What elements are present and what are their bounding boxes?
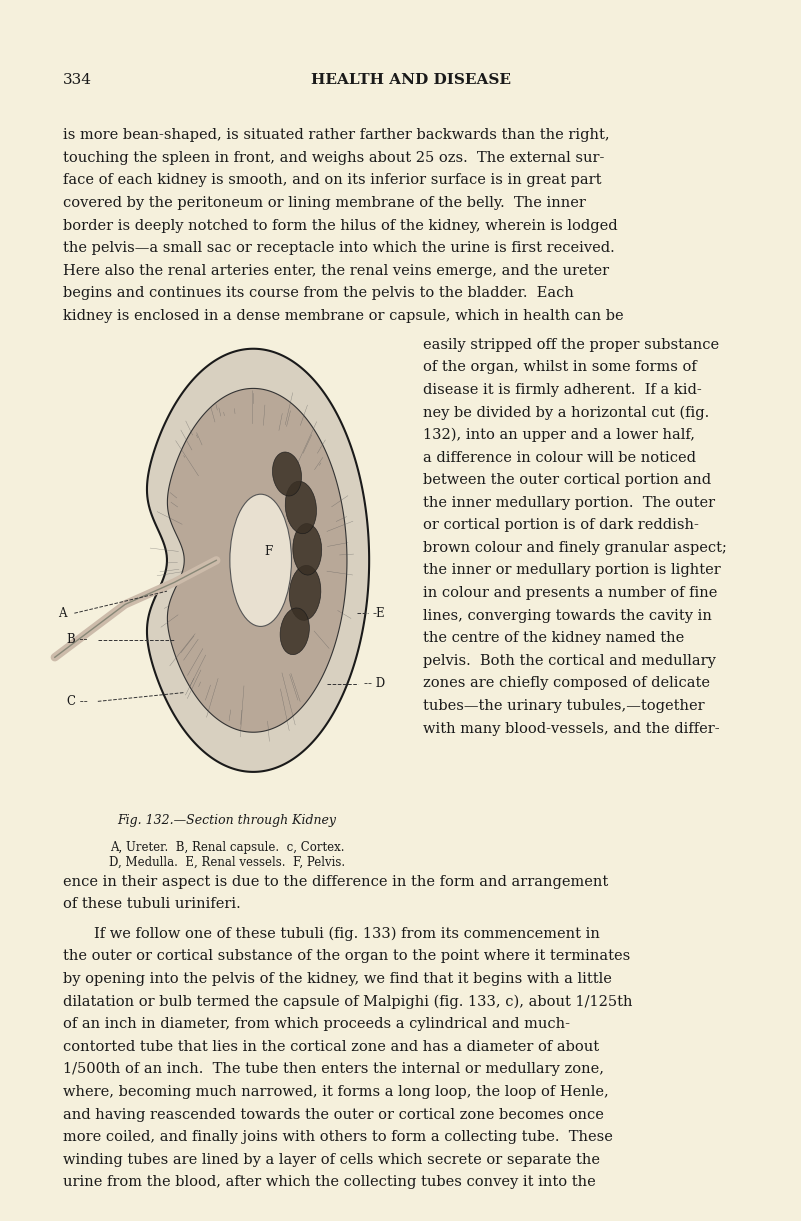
Text: easily stripped off the proper substance: easily stripped off the proper substance: [423, 337, 718, 352]
Text: Here also the renal arteries enter, the renal veins emerge, and the ureter: Here also the renal arteries enter, the …: [62, 264, 609, 277]
Text: more coiled, and finally joins with others to form a collecting tube.  These: more coiled, and finally joins with othe…: [62, 1131, 613, 1144]
Text: the inner or medullary portion is lighter: the inner or medullary portion is lighte…: [423, 563, 720, 578]
Text: touching the spleen in front, and weighs about 25 ozs.  The external sur-: touching the spleen in front, and weighs…: [62, 151, 604, 165]
Text: the centre of the kidney named the: the centre of the kidney named the: [423, 631, 684, 645]
Text: the pelvis—a small sac or receptacle into which the urine is first received.: the pelvis—a small sac or receptacle int…: [62, 241, 614, 255]
Text: border is deeply notched to form the hilus of the kidney, wherein is lodged: border is deeply notched to form the hil…: [62, 219, 618, 232]
Polygon shape: [167, 388, 347, 733]
Text: the outer or cortical substance of the organ to the point where it terminates: the outer or cortical substance of the o…: [62, 950, 630, 963]
Polygon shape: [147, 349, 369, 772]
Text: disease it is firmly adherent.  If a kid-: disease it is firmly adherent. If a kid-: [423, 382, 702, 397]
Text: If we follow one of these tubuli (fig. 133) from its commencement in: If we follow one of these tubuli (fig. 1…: [94, 927, 600, 941]
Text: F: F: [264, 545, 272, 558]
Text: dilatation or bulb termed the capsule of Malpighi (fig. 133, c), about 1/125th: dilatation or bulb termed the capsule of…: [62, 995, 632, 1009]
Text: 132), into an upper and a lower half,: 132), into an upper and a lower half,: [423, 427, 694, 442]
Ellipse shape: [285, 481, 316, 534]
Text: -- D: -- D: [364, 678, 384, 690]
Text: the inner medullary portion.  The outer: the inner medullary portion. The outer: [423, 496, 714, 509]
Text: of these tubuli uriniferi.: of these tubuli uriniferi.: [62, 897, 240, 911]
Text: ney be divided by a horizontal cut (fig.: ney be divided by a horizontal cut (fig.: [423, 405, 709, 420]
Ellipse shape: [289, 565, 321, 620]
Text: by opening into the pelvis of the kidney, we find that it begins with a little: by opening into the pelvis of the kidney…: [62, 972, 611, 987]
Text: between the outer cortical portion and: between the outer cortical portion and: [423, 473, 710, 487]
Text: face of each kidney is smooth, and on its inferior surface is in great part: face of each kidney is smooth, and on it…: [62, 173, 601, 187]
Text: 334: 334: [62, 73, 91, 87]
Text: lines, converging towards the cavity in: lines, converging towards the cavity in: [423, 608, 711, 623]
Text: a difference in colour will be noticed: a difference in colour will be noticed: [423, 451, 695, 464]
Text: where, becoming much narrowed, it forms a long loop, the loop of Henle,: where, becoming much narrowed, it forms …: [62, 1085, 609, 1099]
Text: winding tubes are lined by a layer of cells which secrete or separate the: winding tubes are lined by a layer of ce…: [62, 1153, 600, 1167]
Text: B --: B --: [66, 634, 87, 646]
Text: in colour and presents a number of fine: in colour and presents a number of fine: [423, 586, 717, 600]
Text: contorted tube that lies in the cortical zone and has a diameter of about: contorted tube that lies in the cortical…: [62, 1040, 598, 1054]
Text: with many blood-vessels, and the differ-: with many blood-vessels, and the differ-: [423, 722, 719, 735]
Text: begins and continues its course from the pelvis to the bladder.  Each: begins and continues its course from the…: [62, 286, 574, 300]
Text: zones are chiefly composed of delicate: zones are chiefly composed of delicate: [423, 676, 710, 690]
Text: Fig. 132.—Section through Kidney: Fig. 132.—Section through Kidney: [118, 813, 336, 827]
Ellipse shape: [280, 608, 309, 654]
Ellipse shape: [293, 524, 322, 575]
Text: 1/500th of an inch.  The tube then enters the internal or medullary zone,: 1/500th of an inch. The tube then enters…: [62, 1062, 604, 1077]
Text: brown colour and finely granular aspect;: brown colour and finely granular aspect;: [423, 541, 727, 554]
Text: pelvis.  Both the cortical and medullary: pelvis. Both the cortical and medullary: [423, 653, 715, 668]
Ellipse shape: [230, 495, 292, 626]
Text: of the organ, whilst in some forms of: of the organ, whilst in some forms of: [423, 360, 696, 374]
Text: A, Ureter.  B, Renal capsule.  c, Cortex.
D, Medulla.  E, Renal vessels.  F, Pel: A, Ureter. B, Renal capsule. c, Cortex. …: [109, 840, 345, 868]
Text: HEALTH AND DISEASE: HEALTH AND DISEASE: [311, 73, 511, 87]
Text: tubes—the urinary tubules,—together: tubes—the urinary tubules,—together: [423, 698, 704, 713]
Text: and having reascended towards the outer or cortical zone becomes once: and having reascended towards the outer …: [62, 1107, 603, 1122]
Text: covered by the peritoneum or lining membrane of the belly.  The inner: covered by the peritoneum or lining memb…: [62, 197, 586, 210]
Text: or cortical portion is of dark reddish-: or cortical portion is of dark reddish-: [423, 518, 698, 532]
Text: A: A: [58, 607, 66, 620]
Text: C --: C --: [66, 695, 87, 708]
Text: urine from the blood, after which the collecting tubes convey it into the: urine from the blood, after which the co…: [62, 1176, 595, 1189]
Text: of an inch in diameter, from which proceeds a cylindrical and much-: of an inch in diameter, from which proce…: [62, 1017, 570, 1032]
Text: kidney is enclosed in a dense membrane or capsule, which in health can be: kidney is enclosed in a dense membrane o…: [62, 309, 623, 322]
Text: ence in their aspect is due to the difference in the form and arrangement: ence in their aspect is due to the diffe…: [62, 874, 608, 889]
Text: -E: -E: [372, 607, 384, 620]
Ellipse shape: [272, 452, 301, 496]
Text: is more bean-shaped, is situated rather farther backwards than the right,: is more bean-shaped, is situated rather …: [62, 128, 610, 142]
